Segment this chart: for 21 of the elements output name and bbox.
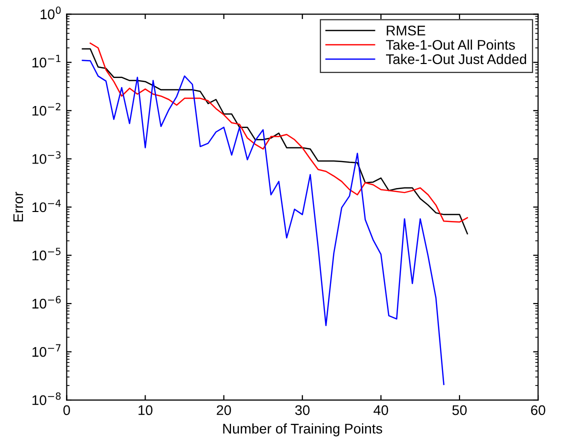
y-tick-label: 10$^{−4}$: [32, 200, 61, 212]
y-axis-title: Error: [13, 192, 24, 222]
x-tick-label: 40: [374, 405, 388, 416]
y-tick-label: 10$^{−1}$: [32, 54, 60, 68]
y-tick-label: 10$^{0}$: [40, 6, 61, 20]
y-tick-label: 10$^{−2}$: [32, 103, 60, 116]
x-axis-title: Number of Training Points: [223, 423, 382, 436]
y-tick-label: 10$^{−3}$: [32, 151, 61, 164]
legend-label: RMSE: [386, 26, 426, 36]
x-tick-label: 30: [295, 405, 310, 416]
legend-label: Take-1-Out All Points: [386, 40, 515, 50]
y-tick-label: 10$^{−7}$: [32, 344, 60, 357]
x-tick-label: 50: [452, 405, 467, 416]
x-tick-label: 0: [63, 405, 70, 416]
x-tick-label: 60: [531, 405, 546, 416]
y-tick-label: 10$^{−8}$: [32, 392, 61, 406]
legend-label: Take-1-Out Just Added: [386, 54, 526, 64]
y-tick-label: 10$^{−6}$: [32, 296, 61, 309]
x-tick-label: 10: [138, 405, 152, 416]
x-tick-label: 20: [216, 405, 231, 416]
y-tick-label: 10$^{−5}$: [32, 248, 60, 260]
